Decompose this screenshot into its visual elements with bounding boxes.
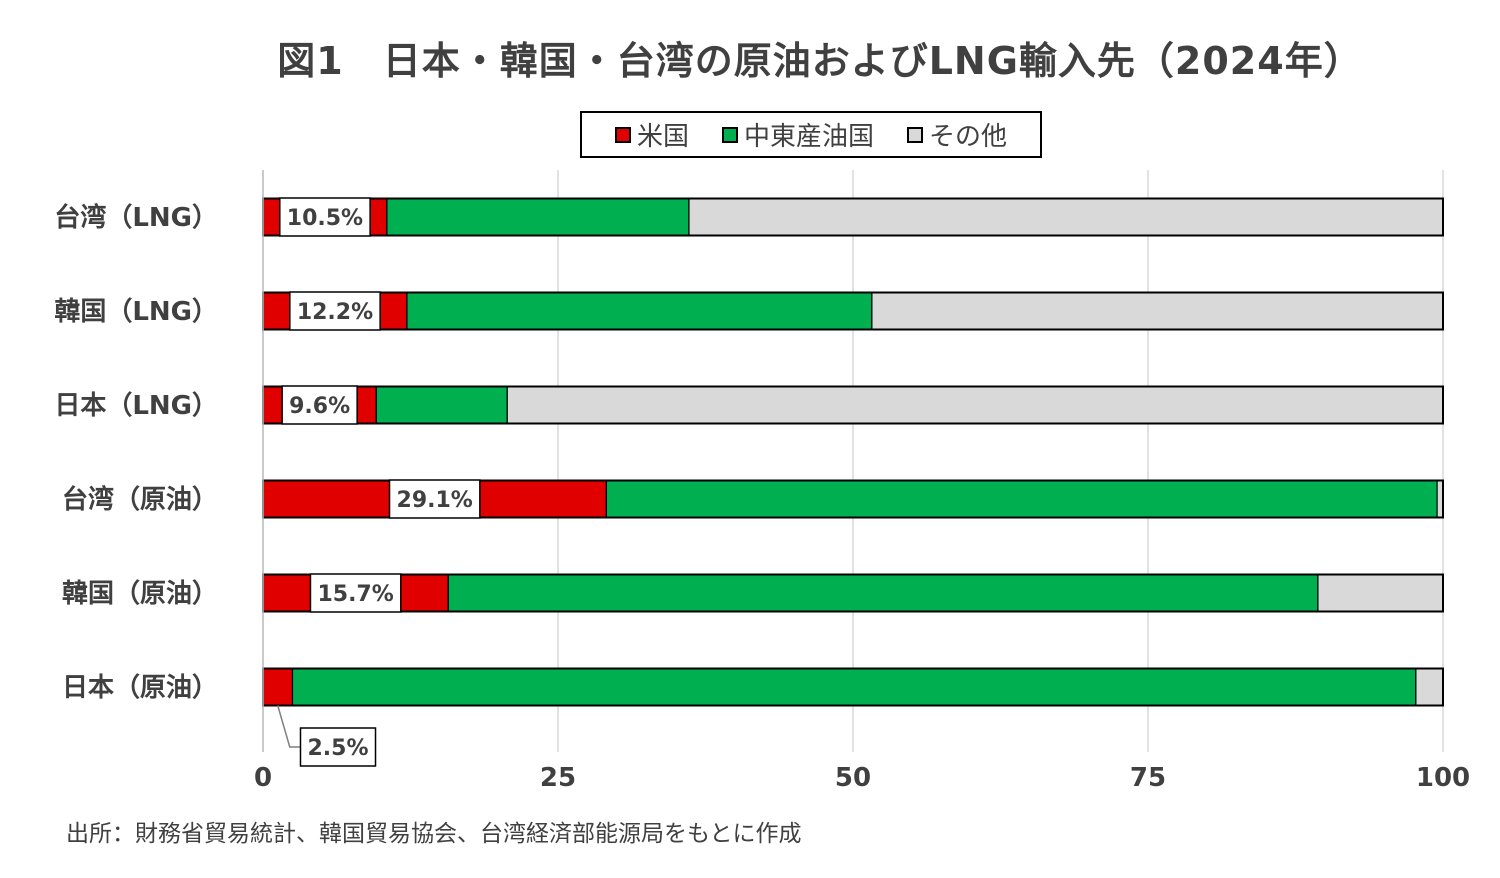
legend-swatch-other (906, 126, 923, 143)
data-label-box (289, 291, 381, 331)
data-label-box (299, 727, 377, 767)
legend-item-middle-east: 中東産油国 (721, 116, 874, 153)
category-label: 台湾（LNG） (54, 202, 218, 233)
category-label: 韓国（LNG） (54, 297, 218, 327)
bar-segment (605, 479, 1438, 519)
data-label-box (388, 479, 481, 519)
legend-swatch-middle-east (721, 126, 738, 143)
bar-segment (688, 197, 1444, 237)
x-tick-label: 0 (254, 763, 272, 793)
data-label: 2.5% (307, 736, 368, 761)
data-label: 9.6% (289, 394, 350, 419)
bar-segment (1317, 573, 1444, 613)
x-tick-label: 100 (1416, 763, 1470, 793)
data-label: 10.5% (287, 206, 363, 231)
bar-segment (506, 385, 1444, 425)
legend-item-other: その他 (906, 116, 1007, 153)
legend-swatch-us (614, 126, 631, 143)
category-label: 日本（LNG） (54, 391, 218, 421)
category-label: 台湾（原油） (62, 484, 218, 515)
bar-segment (406, 291, 873, 331)
bar-segment (1415, 667, 1444, 707)
source-note: 出所：財務省貿易統計、韓国貿易協会、台湾経済部能源局をもとに作成 (66, 821, 802, 847)
data-label: 15.7% (317, 582, 393, 607)
bar-segment (871, 291, 1444, 331)
data-label-box (279, 197, 371, 237)
bar-segment (386, 197, 690, 237)
x-tick-label: 75 (1130, 763, 1166, 793)
bar-segment (262, 667, 294, 707)
data-label-box (309, 573, 402, 613)
data-label: 12.2% (297, 300, 373, 325)
chart-title: 図1 日本・韓国・台湾の原油およびLNG輸入先（2024年） (277, 39, 1363, 83)
category-label: 韓国（原油） (62, 579, 218, 609)
category-label: 日本（原油） (62, 673, 218, 703)
data-label: 29.1% (397, 488, 473, 513)
x-tick-label: 25 (540, 763, 576, 793)
legend-item-us: 米国 (614, 116, 689, 153)
legend-label-other: その他 (928, 122, 1007, 152)
legend: 米国 中東産油国 その他 (580, 111, 1042, 158)
bar-segment (291, 667, 1417, 707)
legend-label-middle-east: 中東産油国 (743, 122, 874, 152)
x-tick-label: 50 (835, 763, 871, 793)
data-label-leader (277, 705, 301, 748)
data-label-box (281, 385, 358, 425)
bar-segment (375, 385, 508, 425)
bar-segment (447, 573, 1319, 613)
legend-label-us: 米国 (636, 122, 689, 152)
